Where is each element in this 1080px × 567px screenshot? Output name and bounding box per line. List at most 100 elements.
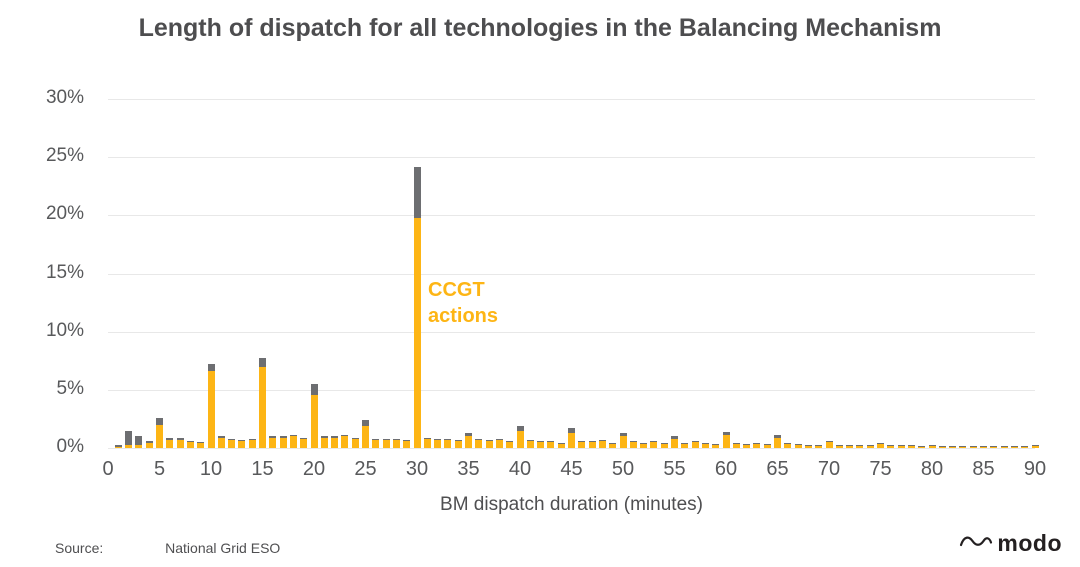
bar-segment-other [804,444,812,446]
bar-segment-ccgt [320,437,328,448]
bar-segment-ccgt [526,441,534,448]
bar-segment-ccgt [980,446,987,448]
y-tick-label: 10% [45,319,84,341]
bar-segment-other [259,358,266,367]
bar-segment-other [990,446,998,447]
bar-segment-ccgt [794,444,802,448]
bar-segment-other [650,441,658,443]
bar-segment-other [526,439,534,442]
bar-segment-ccgt [362,425,369,448]
bar-segment-ccgt [660,443,668,448]
bar-segment-ccgt [609,443,617,448]
bar-segment-ccgt [166,439,174,448]
x-tick-label: 0 [102,458,114,480]
bar-segment-other [238,439,246,442]
bar-segment-ccgt [928,445,936,448]
x-tick-label: 15 [251,458,274,480]
x-tick-label: 35 [457,458,480,480]
bar-segment-other [928,444,936,446]
bar-segment-ccgt [671,438,678,448]
bar-segment-other [722,431,730,436]
bar-segment-ccgt [835,445,843,448]
bar-segment-ccgt [413,217,421,448]
bar-segment-other [877,443,884,444]
bar-segment-ccgt [959,446,967,448]
bar-segment-ccgt [279,437,287,448]
bar-segment-ccgt [197,443,205,448]
bar-segment-other [372,438,380,440]
bar-segment-other [660,442,668,444]
chart-title: Length of dispatch for all technologies … [138,14,942,42]
bar-segment-other [186,441,194,443]
bar-segment-ccgt [382,439,390,448]
bar-segment-ccgt [557,443,565,448]
bar-segment-ccgt [403,441,411,448]
bar-segment-other [1000,446,1008,447]
bar-segment-other [774,435,781,438]
bar-segment-other [176,438,184,440]
bar-segment-other [897,445,905,446]
x-axis-labels: 0 5 10 15 20 25 30 35 40 45 50 55 60 65 70 75 80 85 90 [102,458,1046,484]
bar-segment-ccgt [722,435,730,448]
modo-logo-text: modo [997,530,1062,556]
bar-segment-ccgt [547,442,555,448]
y-axis-labels: 0% 5% 10% 15% 20% 25% 30% [0,87,90,457]
bar-segment-other [743,443,751,445]
bar-segment-other [701,442,709,444]
bar-segment-other [454,439,462,442]
bar-segment-ccgt [259,366,266,448]
bar-segment-ccgt [784,443,792,448]
gridline [108,273,1035,275]
bar-segment-ccgt [712,444,720,448]
bar-segment-ccgt [341,436,349,448]
bar-segment-other [712,443,720,445]
plot-area: CCGT actions [108,99,1039,449]
bar-segment-ccgt [846,445,854,448]
bar-segment-other [980,445,987,447]
y-tick-label: 25% [45,145,84,167]
bar-segment-other [382,438,390,440]
bar-segment-ccgt [351,438,359,448]
bar-segment-other [248,438,256,440]
bar-segment-other [289,434,297,437]
bar-segment-other [166,438,174,440]
modo-logo: modo [959,530,1062,557]
bar-segment-other [114,444,122,447]
bar-segment-ccgt [743,444,751,448]
bar-segment-other [485,439,493,442]
bar-segment-other [351,437,359,439]
bar-segment-ccgt [1000,446,1008,448]
bar-segment-other [835,444,843,446]
bar-segment-other [691,441,699,443]
source-label: Source: [55,540,104,556]
bar-segment-ccgt [331,437,339,448]
bar-segment-ccgt [114,446,122,448]
bar-segment-other [784,442,792,444]
x-tick-label: 55 [663,458,686,480]
x-tick-label: 45 [560,458,583,480]
bar-segment-ccgt [990,446,998,448]
bar-segment-ccgt [300,438,308,448]
bar-segment-ccgt [753,443,761,448]
bar-segment-other [1021,446,1029,447]
gridline [108,448,1035,449]
bar-segment-ccgt [269,437,277,448]
bar-segment-ccgt [619,436,627,448]
bar-segment-ccgt [1021,446,1029,448]
bar-segment-other [434,438,442,440]
x-tick-label: 90 [1023,458,1047,480]
bar-segment-other [671,436,678,439]
bar-segment-ccgt [228,439,236,448]
bar-segment-ccgt [248,439,256,448]
bar-segment-other [568,428,575,433]
x-tick-label: 30 [405,458,429,480]
x-tick-label: 10 [199,458,223,480]
bar-segment-ccgt [856,445,864,448]
bar-segment-other [969,446,977,447]
bar-segment-ccgt [217,437,225,448]
bar-segment-ccgt [1031,445,1039,448]
bar-segment-other [846,444,854,446]
x-tick-label: 60 [714,458,738,480]
bar-segment-other [300,437,308,439]
